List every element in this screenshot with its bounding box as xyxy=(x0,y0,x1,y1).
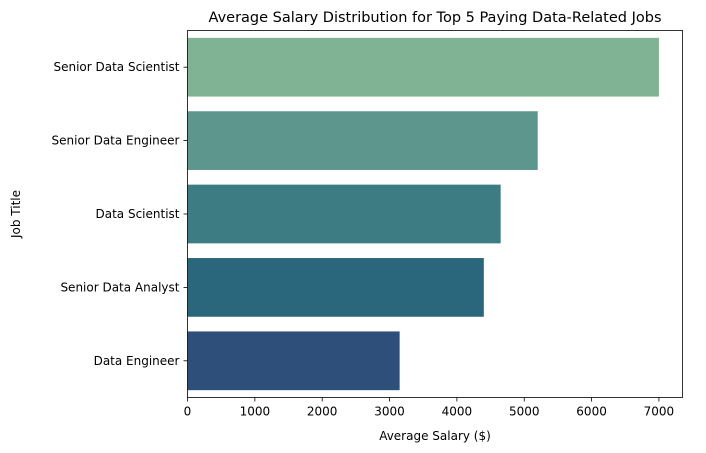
bar-4 xyxy=(187,331,400,391)
bar-3 xyxy=(187,258,484,317)
x-tick-label: 0 xyxy=(184,405,192,419)
y-tick-label: Senior Data Scientist xyxy=(53,60,179,74)
x-tick-label: 3000 xyxy=(374,405,405,419)
x-tick-label: 2000 xyxy=(307,405,338,419)
bar-0 xyxy=(187,37,659,97)
bar-2 xyxy=(187,184,501,244)
x-tick-label: 7000 xyxy=(644,405,675,419)
x-axis-label: Average Salary ($) xyxy=(379,429,491,443)
y-tick-label: Data Scientist xyxy=(96,207,180,221)
bar-1 xyxy=(187,111,538,170)
plot-frame xyxy=(187,30,683,398)
y-tick-label: Senior Data Analyst xyxy=(60,280,179,294)
chart-title: Average Salary Distribution for Top 5 Pa… xyxy=(209,10,662,26)
x-tick-label: 6000 xyxy=(576,405,607,419)
x-tick-label: 4000 xyxy=(442,405,473,419)
y-tick-label: Senior Data Engineer xyxy=(52,134,180,148)
x-tick-label: 5000 xyxy=(509,405,540,419)
y-tick-label: Data Engineer xyxy=(94,354,180,368)
y-axis-label: Job Title xyxy=(9,190,23,239)
x-tick-label: 1000 xyxy=(240,405,271,419)
